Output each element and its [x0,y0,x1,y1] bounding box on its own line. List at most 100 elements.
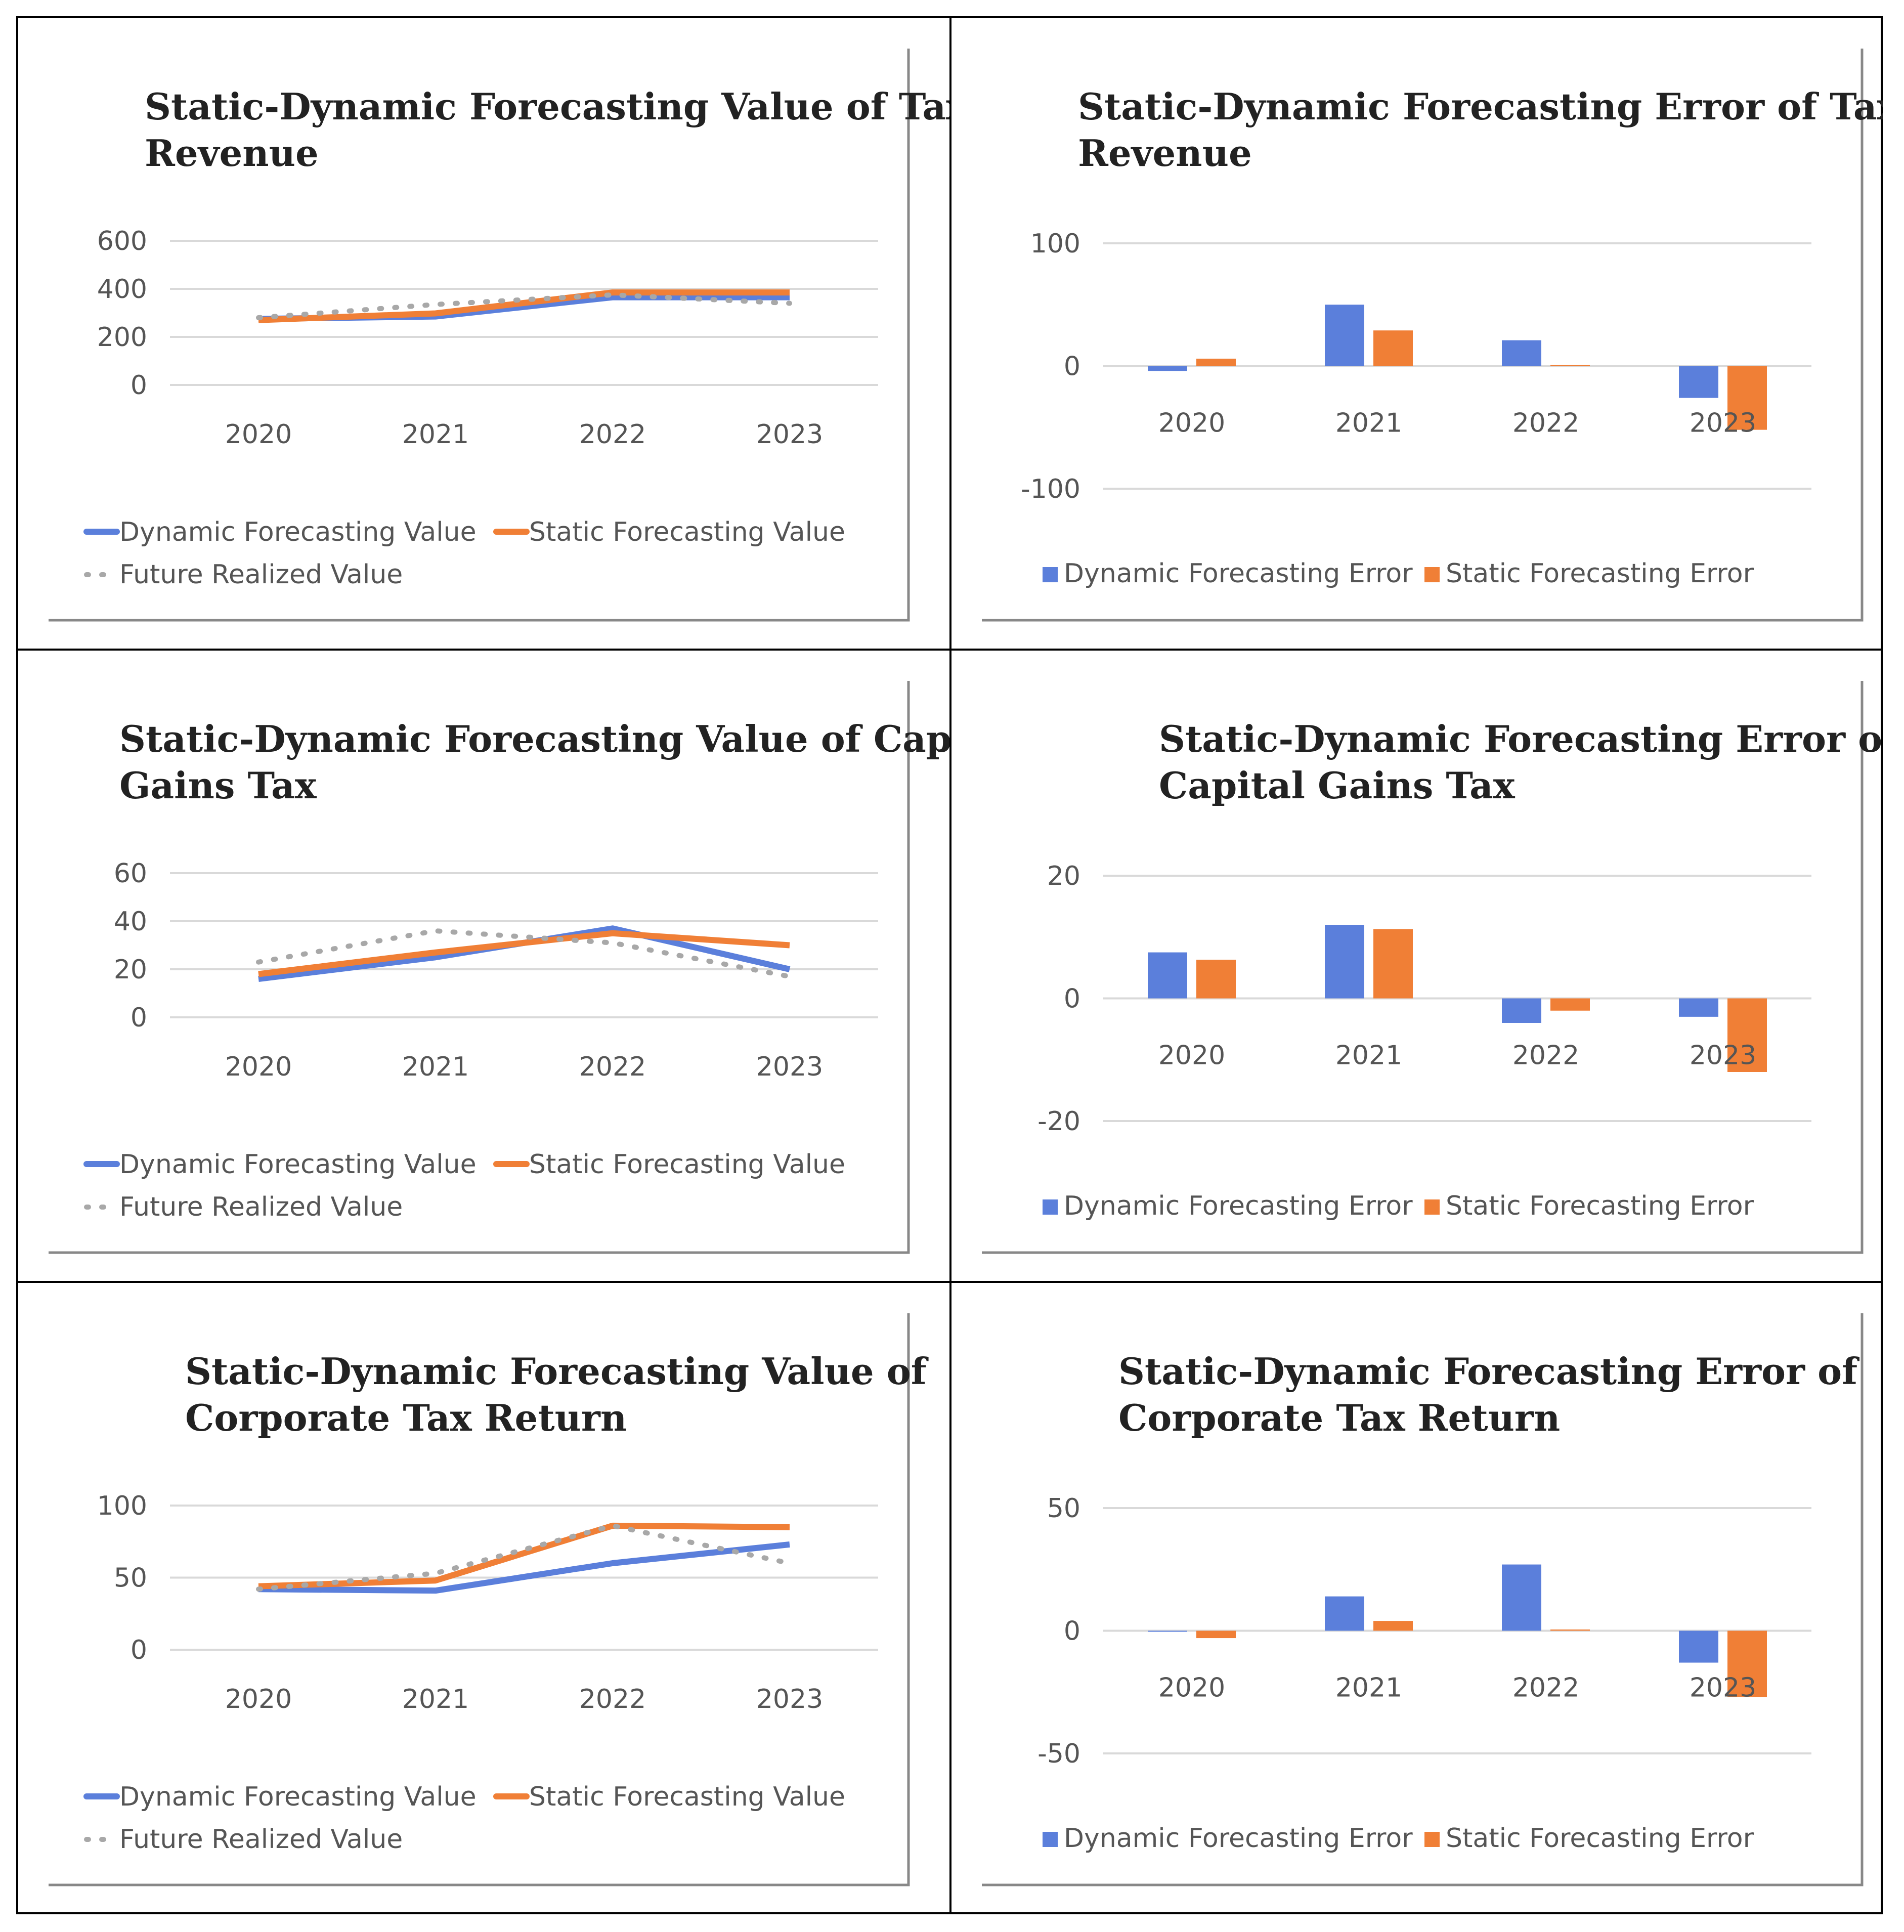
legend-static-label: Static Forecasting Value [529,517,845,547]
chart-frame [982,681,1864,1254]
dynamic-error-bar-2021 [1325,305,1364,366]
cell-tax-revenue-value: Static-Dynamic Forecasting Value of Tax R… [18,18,949,649]
chart-title-line-1: Revenue [145,132,319,175]
legend-static-label: Static Forecasting Value [529,1149,845,1180]
static-error-bar-2020 [1196,1630,1236,1639]
static-error-bar-2021 [1373,330,1413,366]
x-tick-label-2021: 2021 [1335,1041,1402,1071]
y-tick-label--100: -100 [1021,474,1080,504]
static-forecast-line [258,930,790,977]
dynamic-error-bar-2021 [1325,925,1364,999]
static-forecast-line [258,289,790,323]
dynamic-error-bar-2020 [1148,952,1187,999]
static-error-bar-2023 [1727,1630,1767,1697]
x-tick-label-2021: 2021 [402,1684,469,1714]
x-tick-label-2021: 2021 [1335,1673,1402,1703]
chart-tax-revenue-error: Static-Dynamic Forecasting Error of TaxR… [982,49,1883,622]
y-tick-label-0: 0 [131,1635,147,1665]
chart-title-line-1: Corporate Tax Return [185,1396,627,1439]
y-tick-label-0: 0 [1064,352,1080,382]
y-tick-label-0: 0 [1064,1616,1080,1647]
dynamic-error-bar-2022 [1502,1564,1541,1631]
legend-dynamic-label: Dynamic Forecasting Error [1064,1823,1413,1854]
chart-title-line-1: Revenue [1078,132,1252,175]
grid-divider-horizontal-2 [18,1281,1881,1283]
y-tick-label-60: 60 [114,858,147,889]
y-tick-label-0: 0 [131,370,147,401]
dynamic-forecast-line [258,1541,790,1594]
chart-tax-revenue-value: Static-Dynamic Forecasting Value of TaxR… [49,49,949,622]
legend-dynamic-swatch [1043,1199,1058,1215]
y-tick-label-600: 600 [97,226,147,256]
static-error-bar-2022 [1550,365,1590,366]
y-tick-label-400: 400 [97,274,147,305]
x-tick-label-2023: 2023 [1690,408,1756,439]
static-error-bar-2022 [1550,1629,1590,1631]
future-realized-line [256,1523,792,1592]
dynamic-error-bar-2022 [1502,998,1541,1023]
legend-dynamic-swatch [1043,567,1058,582]
static-error-bar-2020 [1196,960,1236,999]
legend-static-label: Static Forecasting Error [1446,1191,1754,1221]
future-realized-line [256,928,792,979]
x-tick-label-2020: 2020 [225,419,292,450]
cell-tax-revenue-error: Static-Dynamic Forecasting Error of Tax R… [951,18,1883,649]
chart-frame [49,49,910,622]
chart-frame [49,681,910,1254]
legend-static-swatch [1424,1199,1440,1215]
chart-legend: Dynamic Forecasting Error Static Forecast… [1043,1191,1754,1221]
dynamic-error-bar-2020 [1148,366,1187,371]
y-tick-label-100: 100 [97,1491,147,1521]
chart-frame [982,49,1864,622]
x-tick-label-2021: 2021 [402,419,469,450]
y-tick-label-200: 200 [97,322,147,353]
y-tick-label-0: 0 [1064,984,1080,1014]
x-tick-label-2022: 2022 [579,419,646,450]
x-tick-label-2020: 2020 [1158,1673,1225,1703]
x-tick-label-2022: 2022 [1512,408,1579,439]
chart-title-line-0: Static-Dynamic Forecasting Value of [185,1350,929,1393]
legend-dynamic-label: Dynamic Forecasting Error [1064,1191,1413,1221]
dynamic-error-bar-2020 [1148,1630,1187,1632]
chart-capital-gains-error: Static-Dynamic Forecasting Error ofCapit… [982,681,1883,1254]
future-realized-line [256,292,792,320]
y-tick-label-20: 20 [1047,861,1080,891]
x-tick-label-2021: 2021 [1335,408,1402,439]
x-tick-label-2022: 2022 [579,1052,646,1082]
chart-title-line-0: Static-Dynamic Forecasting Value of Capi… [119,717,949,760]
dynamic-forecast-line [258,925,791,982]
grid-divider-horizontal-1 [18,649,1881,651]
x-tick-label-2021: 2021 [402,1052,469,1082]
chart-title-line-1: Capital Gains Tax [1159,764,1516,807]
cell-capital-gains-value: Static-Dynamic Forecasting Value of Capi… [18,651,949,1281]
legend-dynamic-label: Dynamic Forecasting Error [1064,559,1413,589]
dynamic-error-bar-2023 [1679,366,1718,398]
legend-realized-label: Future Realized Value [119,560,403,590]
chart-legend: Dynamic Forecasting Value Static Forecast… [83,517,845,590]
dynamic-error-bar-2021 [1325,1596,1364,1631]
legend-static-label: Static Forecasting Value [529,1782,845,1812]
x-tick-label-2023: 2023 [756,419,823,450]
chart-legend: Dynamic Forecasting Error Static Forecast… [1043,1823,1754,1854]
legend-static-swatch [1424,1832,1440,1847]
static-error-bar-2021 [1373,1621,1413,1631]
chart-frame [49,1313,910,1886]
x-tick-label-2022: 2022 [579,1684,646,1714]
x-tick-label-2020: 2020 [225,1052,292,1082]
chart-legend: Dynamic Forecasting Value Static Forecast… [83,1782,845,1855]
chart-capital-gains-value: Static-Dynamic Forecasting Value of Capi… [49,681,949,1254]
cell-corporate-tax-error: Static-Dynamic Forecasting Error of Corpo… [951,1283,1883,1913]
x-tick-label-2023: 2023 [756,1052,823,1082]
chart-title-line-1: Gains Tax [119,764,317,807]
cell-corporate-tax-value: Static-Dynamic Forecasting Value of Corpo… [18,1283,949,1913]
y-tick-label-50: 50 [1047,1493,1080,1524]
legend-dynamic-label: Dynamic Forecasting Value [119,1782,477,1812]
static-error-bar-2023 [1727,366,1767,430]
legend-dynamic-swatch [1043,1832,1058,1847]
static-error-bar-2023 [1727,998,1767,1072]
y-tick-label--50: -50 [1037,1739,1080,1769]
y-tick-label--20: -20 [1037,1106,1080,1137]
legend-realized-label: Future Realized Value [119,1824,403,1855]
y-tick-label-0: 0 [131,1003,147,1033]
y-tick-label-50: 50 [114,1563,147,1594]
